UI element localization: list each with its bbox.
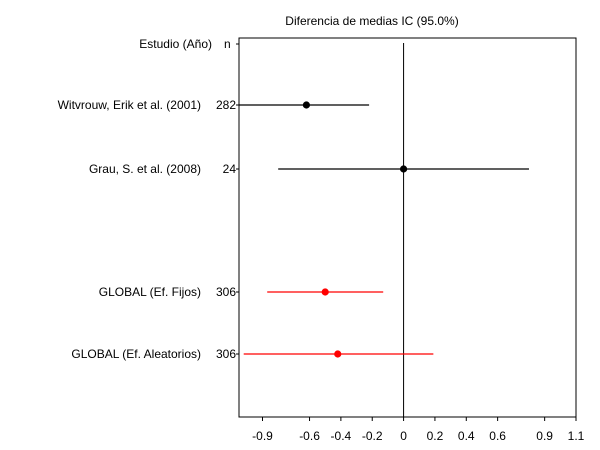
point-estimate [334,350,342,358]
study-n: 306 [216,285,236,299]
study-n: 282 [216,98,236,112]
n-column-header: n [224,37,231,51]
x-tick-label: -0.2 [362,429,383,443]
x-tick-label: 0.9 [536,429,553,443]
x-tick-label: 0.2 [427,429,444,443]
study-label: Witvrouw, Erik et al. (2001) [58,98,201,112]
x-tick-label: -0.4 [331,429,352,443]
point-estimate [321,288,329,296]
x-tick-label: 0.6 [489,429,506,443]
study-n: 306 [216,347,236,361]
x-tick-label: -0.9 [252,429,273,443]
x-tick-label: -0.6 [299,429,320,443]
plot-frame [238,37,577,418]
chart-title: Diferencia de medias IC (95.0%) [285,14,458,28]
study-label: GLOBAL (Ef. Aleatorios) [71,347,201,361]
study-label: GLOBAL (Ef. Fijos) [99,285,201,299]
point-estimate [399,165,408,173]
plot-marks: Witvrouw, Erik et al. (2001) 282 Grau, S. … [58,43,529,417]
study-label: Grau, S. et al. (2008) [89,162,201,176]
x-axis: -0.9 -0.6 -0.4 -0.2 0 0.2 0.4 0.6 0.9 1.1 [252,417,585,443]
x-tick-label: 0.4 [458,429,475,443]
x-tick-label: 0 [400,429,407,443]
study-n: 24 [223,162,237,176]
x-tick-label: 1.1 [568,429,585,443]
study-column-header: Estudio (Año) [139,37,212,51]
point-estimate [302,101,310,109]
